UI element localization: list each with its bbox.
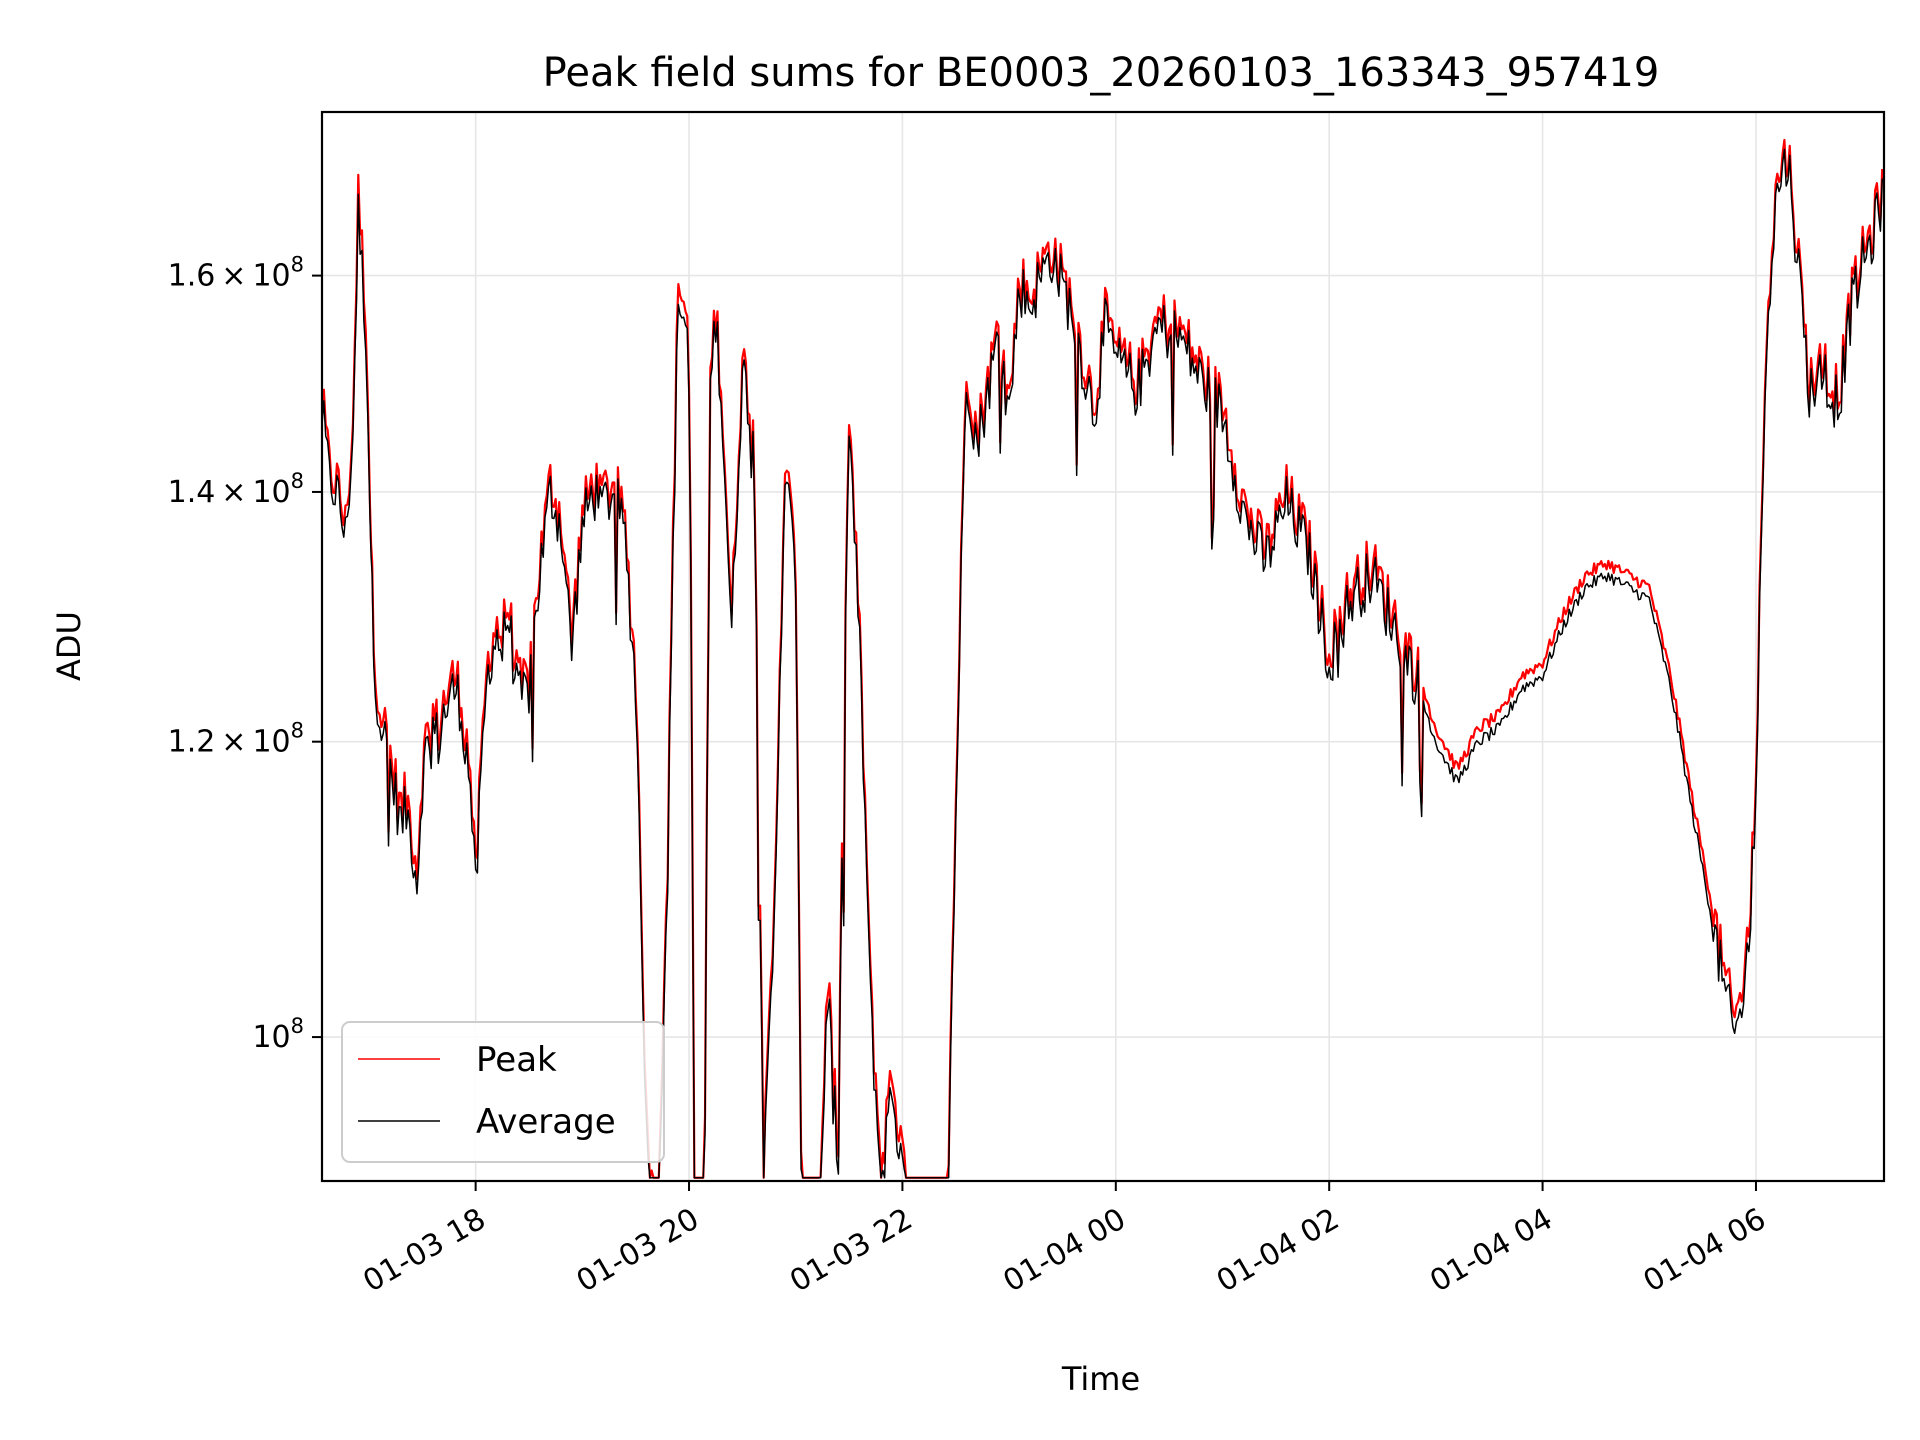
axes-frame: [320, 110, 1886, 1183]
chart-title: Peak field sums for BE0003_20260103_1633…: [543, 50, 1660, 96]
x-axis-label: Time: [1061, 1360, 1140, 1398]
legend-average-label: Average: [476, 1102, 616, 1142]
y-tick-label: 1.6 × 108: [168, 253, 304, 294]
y-axis-label: ADU: [50, 611, 88, 681]
series-layer: [322, 138, 1884, 1179]
grid: [322, 112, 1884, 1181]
legend: Peak Average: [341, 1021, 665, 1163]
legend-peak-label: Peak: [476, 1040, 557, 1080]
plot-area: [322, 138, 1884, 1179]
legend-frame: [341, 1021, 665, 1163]
y-tick-label: 108: [252, 1014, 304, 1055]
series-line-peak: [322, 138, 1884, 1179]
y-axis: 108 1.2 × 108 1.4 × 108 1.6 × 108: [168, 253, 322, 1055]
y-tick-label: 1.4 × 108: [168, 469, 304, 510]
series-line-average: [322, 148, 1883, 1179]
y-tick-label: 1.2 × 108: [168, 719, 304, 760]
